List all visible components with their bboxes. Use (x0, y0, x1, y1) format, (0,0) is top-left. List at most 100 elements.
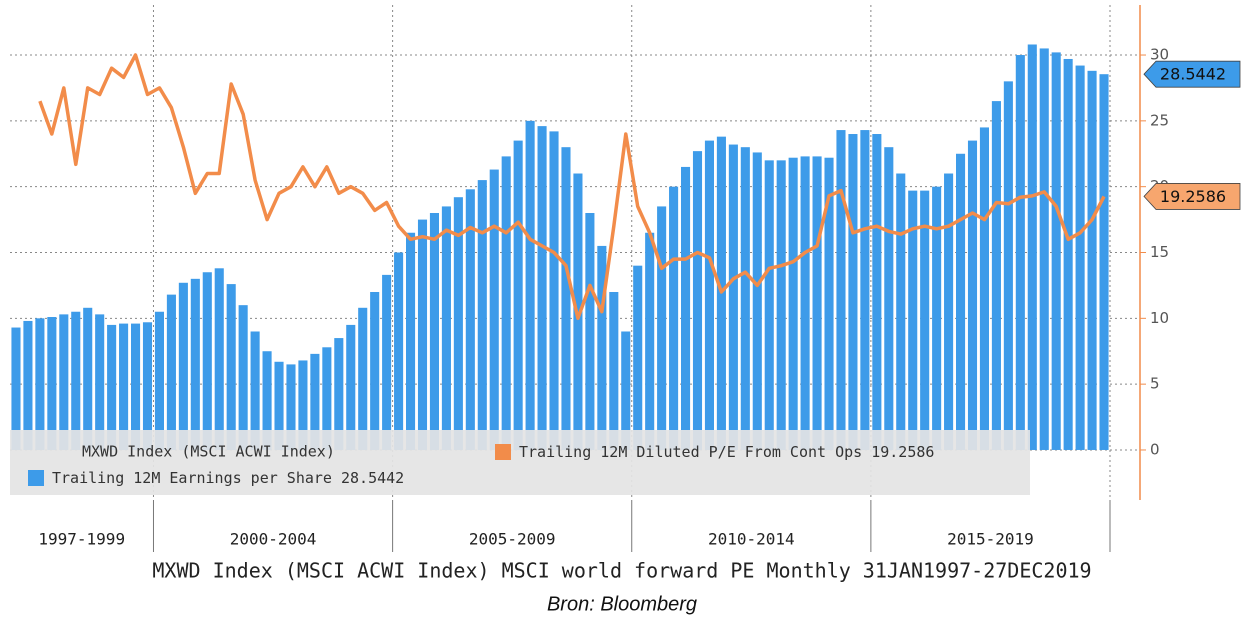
bar (298, 360, 308, 450)
bar (860, 130, 870, 450)
bar (11, 327, 21, 450)
bar (549, 131, 559, 450)
value-tag (1143, 183, 1241, 210)
bar (967, 140, 978, 450)
x-axis-band (0, 500, 1140, 560)
bar (154, 311, 164, 450)
source: Bron: Bloomberg (547, 593, 697, 615)
bar (274, 361, 284, 450)
bar (190, 278, 200, 450)
y-tick-label: 5 (1150, 375, 1160, 393)
bar (23, 320, 33, 450)
bar (406, 232, 416, 450)
legend-title: MXWD Index (MSCI ACWI Index) (82, 443, 335, 461)
value-tag-label: 28.5442 (1160, 65, 1226, 84)
bar (669, 186, 679, 450)
bar (214, 268, 224, 450)
bar (848, 134, 858, 450)
y-tick-label: 15 (1150, 243, 1169, 261)
bar (346, 324, 356, 450)
bar (322, 347, 332, 450)
bar (238, 305, 248, 450)
bar (752, 152, 762, 450)
bar (681, 166, 691, 450)
bar (1063, 58, 1073, 450)
x-tick-label: 2010-2014 (708, 530, 795, 549)
bar (621, 331, 631, 450)
bar (633, 265, 643, 450)
x-tick-label: 2000-2004 (230, 530, 317, 549)
bar (441, 206, 451, 450)
legend-box (10, 430, 1030, 495)
x-tick-label: 1997-1999 (38, 530, 125, 549)
bar (1027, 44, 1037, 450)
bar (609, 291, 619, 450)
bar (537, 126, 547, 450)
bar (59, 314, 69, 450)
bar (1051, 52, 1061, 450)
bar (501, 156, 511, 450)
bar (429, 213, 439, 450)
bar (956, 153, 966, 450)
bar (776, 160, 786, 450)
bar (166, 294, 176, 450)
bar (704, 140, 714, 450)
bar (489, 169, 499, 450)
legend-name: Trailing 12M Earnings per Share (52, 469, 332, 487)
bar (788, 157, 798, 450)
bar (83, 307, 93, 450)
legend-label: Trailing 12M Diluted P/E From Cont Ops 1… (519, 443, 934, 461)
bar (465, 189, 475, 450)
x-tick-label: 2015-2019 (947, 530, 1034, 549)
bar (119, 323, 129, 450)
bar (131, 323, 141, 450)
bar (1003, 81, 1013, 450)
bar (1075, 65, 1085, 450)
y-tick-label: 30 (1150, 46, 1169, 64)
x-tick-label: 2005-2009 (469, 530, 556, 549)
bar (585, 213, 595, 450)
bar (932, 186, 942, 450)
bar (884, 147, 894, 450)
legend-swatch (495, 444, 511, 460)
bar (944, 173, 954, 450)
bar (657, 206, 667, 450)
legend-value: 19.2586 (871, 443, 934, 461)
bar (47, 317, 57, 450)
bar (513, 140, 523, 450)
bar (561, 147, 571, 450)
bar (202, 272, 212, 450)
bar (908, 190, 918, 450)
legend-swatch (28, 470, 44, 486)
bar (250, 331, 260, 450)
bar (764, 160, 774, 450)
bar (1099, 74, 1109, 450)
bar (991, 101, 1001, 450)
bar (35, 318, 45, 450)
bar (740, 147, 750, 450)
bar (836, 130, 846, 450)
bar (692, 151, 703, 450)
bar (262, 351, 272, 450)
bar (645, 232, 655, 450)
bar (872, 134, 882, 450)
bar (979, 127, 989, 450)
bar (71, 311, 81, 450)
value-tag-label: 19.2586 (1160, 187, 1226, 206)
line (38, 53, 1106, 321)
bar (812, 156, 822, 450)
bar (1015, 55, 1025, 450)
bar (370, 291, 380, 450)
y-tick-label: 25 (1150, 111, 1169, 129)
bar (1087, 70, 1097, 450)
bar (178, 282, 188, 450)
bar (896, 173, 906, 450)
y-tick-label: 0 (1150, 440, 1160, 458)
bar (394, 252, 404, 450)
chart-title: MXWD Index (MSCI ACWI Index) MSCI world … (152, 559, 1091, 583)
plot-area: 0510152025301997-19992000-20042005-20092… (0, 5, 1241, 560)
bar (382, 274, 392, 450)
bar (920, 190, 930, 450)
legend-label: Trailing 12M Earnings per Share 28.5442 (52, 469, 404, 487)
